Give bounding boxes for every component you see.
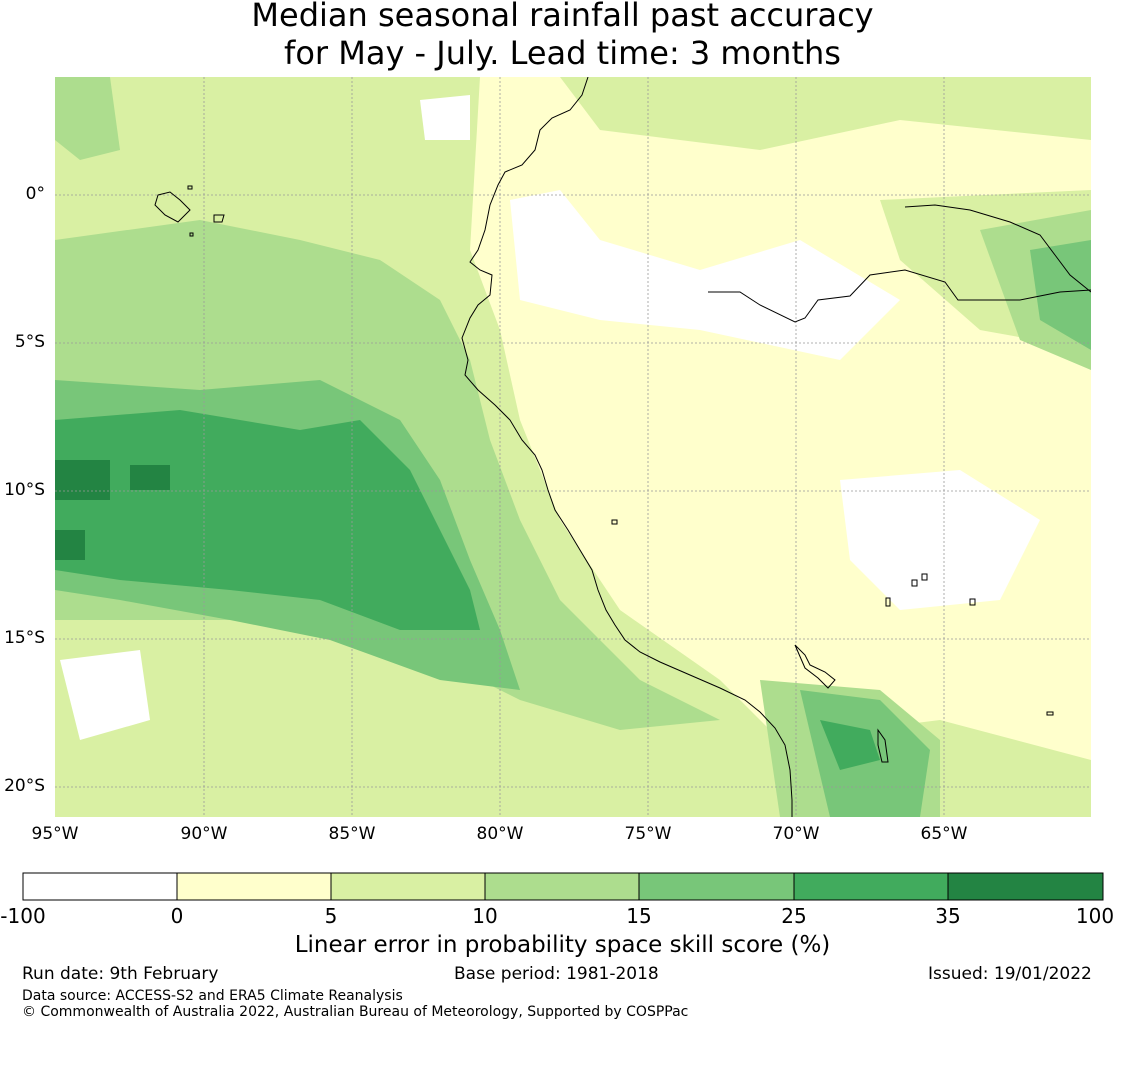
colorbar-tick-10: 10 (472, 904, 498, 928)
colorbar-segment-6 (794, 873, 948, 900)
colorbar-segment-3 (331, 873, 485, 900)
colorbar-tick-25: 25 (781, 904, 807, 928)
chart-title-line-2: for May - July. Lead time: 3 months (284, 34, 841, 72)
base-period: Base period: 1981-2018 (454, 964, 659, 984)
gridlines (55, 77, 1091, 817)
region-medium-green-1 (55, 77, 120, 160)
lat-label-15s: 15°S (4, 628, 45, 648)
skill-score-field (55, 77, 1091, 817)
region-dark-green-2 (820, 720, 880, 770)
issued-date: Issued: 19/01/2022 (928, 964, 1092, 984)
region-darkest-green-1 (55, 460, 110, 500)
colorbar-tick-35: 35 (935, 904, 961, 928)
region-white-2 (840, 470, 1040, 610)
region-darkest-green-2 (130, 465, 170, 490)
galapagos-islands (154, 185, 225, 237)
lon-label-75w: 75°W (624, 824, 672, 844)
colorbar-label: Linear error in probability space skill … (294, 932, 831, 958)
region-white-4 (420, 95, 470, 140)
colorbar-segment-2 (177, 873, 331, 900)
map-canvas (22, 77, 1104, 901)
copyright-notice: © Commonwealth of Australia 2022, Austra… (22, 1004, 689, 1020)
colorbar-segment-1 (23, 873, 177, 900)
colorbar-segment-7 (948, 873, 1103, 900)
colorbar-tick-100: 100 (1075, 904, 1115, 928)
river-upper (904, 204, 1091, 293)
lake-titicaca (794, 644, 836, 689)
lat-label-5s: 5°S (14, 332, 45, 352)
colorbar-tick-15: 15 (626, 904, 652, 928)
run-date: Run date: 9th February (22, 964, 219, 984)
region-green-2 (1030, 240, 1091, 350)
region-light-green-2 (560, 77, 1091, 150)
lon-label-90w: 90°W (180, 824, 228, 844)
colorbar-outline (22, 872, 1104, 901)
south-america-coastline (461, 77, 793, 817)
colorbar-segment-5 (639, 873, 794, 900)
lon-label-85w: 85°W (328, 824, 376, 844)
region-white-3 (60, 650, 150, 740)
colorbar-dividers (176, 873, 949, 900)
river (708, 269, 1091, 323)
colorbar-tick-0: 0 (170, 904, 184, 928)
lon-label-95w: 95°W (31, 824, 79, 844)
lat-label-10s: 10°S (4, 480, 45, 500)
small-lakes (611, 519, 1054, 716)
lake-poopo (877, 728, 889, 763)
lon-label-80w: 80°W (476, 824, 524, 844)
region-darkest-green-3 (55, 530, 85, 560)
lat-label-0: 0° (25, 184, 45, 204)
colorbar (22, 872, 1104, 901)
data-source: Data source: ACCESS-S2 and ERA5 Climate … (22, 988, 403, 1004)
chart-title-line-1: Median seasonal rainfall past accuracy (251, 0, 874, 34)
colorbar-segment-4 (485, 873, 639, 900)
colorbar-tick-5: 5 (324, 904, 338, 928)
lat-label-20s: 20°S (4, 776, 45, 796)
lon-label-70w: 70°W (772, 824, 820, 844)
colorbar-tick-minus100: -100 (0, 904, 46, 928)
lon-label-65w: 65°W (920, 824, 968, 844)
region-white-1 (510, 190, 900, 360)
